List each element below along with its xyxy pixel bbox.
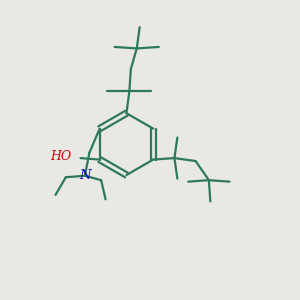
Text: N: N xyxy=(79,169,91,182)
Text: HO: HO xyxy=(51,150,72,163)
